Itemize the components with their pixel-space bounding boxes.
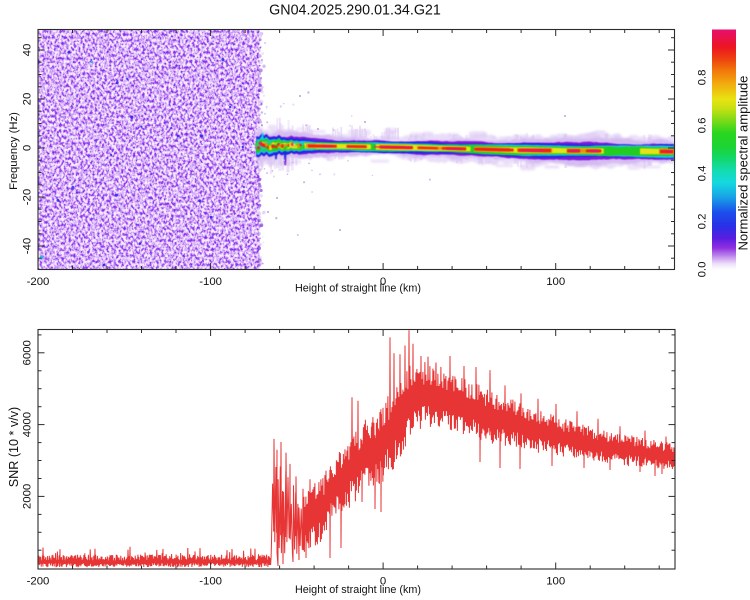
svg-text:0.8: 0.8 bbox=[697, 70, 709, 86]
svg-text:-100: -100 bbox=[199, 276, 222, 288]
svg-text:2000: 2000 bbox=[21, 484, 33, 509]
svg-text:-40: -40 bbox=[21, 238, 33, 254]
svg-text:0.6: 0.6 bbox=[697, 118, 709, 134]
svg-text:GN04.2025.290.01.34.G21: GN04.2025.290.01.34.G21 bbox=[269, 3, 441, 19]
svg-text:0: 0 bbox=[380, 575, 386, 587]
svg-text:0.0: 0.0 bbox=[697, 262, 709, 278]
svg-text:40: 40 bbox=[21, 44, 33, 57]
svg-text:-200: -200 bbox=[27, 276, 50, 288]
svg-text:0.2: 0.2 bbox=[697, 214, 709, 230]
svg-text:-20: -20 bbox=[21, 189, 33, 205]
svg-text:100: 100 bbox=[546, 575, 565, 587]
svg-text:6000: 6000 bbox=[21, 340, 33, 365]
svg-text:-100: -100 bbox=[199, 575, 222, 587]
svg-text:-200: -200 bbox=[27, 575, 50, 587]
svg-text:Frequency (Hz): Frequency (Hz) bbox=[8, 112, 20, 190]
svg-text:Height of straight line (km): Height of straight line (km) bbox=[295, 584, 421, 596]
svg-text:4000: 4000 bbox=[21, 412, 33, 437]
svg-text:20: 20 bbox=[21, 93, 33, 106]
svg-text:SNR (10 * v/v): SNR (10 * v/v) bbox=[7, 407, 21, 487]
svg-text:Height of straight line (km): Height of straight line (km) bbox=[295, 283, 421, 295]
svg-text:Normalized spectral amplitude: Normalized spectral amplitude bbox=[735, 76, 750, 251]
svg-text:0: 0 bbox=[380, 276, 386, 288]
svg-text:0.4: 0.4 bbox=[697, 166, 709, 182]
svg-text:100: 100 bbox=[546, 276, 565, 288]
svg-text:0: 0 bbox=[21, 145, 33, 151]
